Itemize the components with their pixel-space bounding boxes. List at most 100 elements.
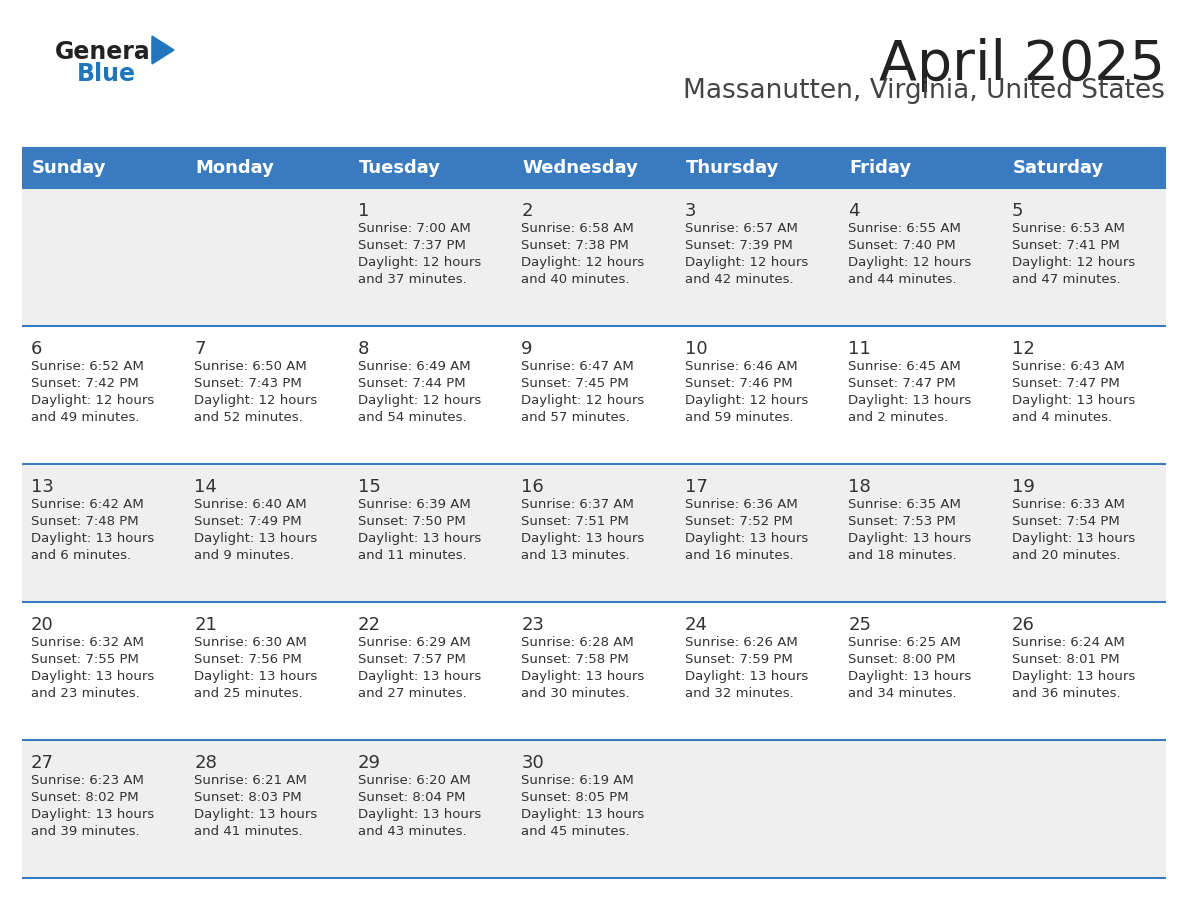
Text: 3: 3 <box>684 202 696 220</box>
Text: and 43 minutes.: and 43 minutes. <box>358 825 467 838</box>
Text: and 47 minutes.: and 47 minutes. <box>1011 273 1120 286</box>
Bar <box>23 148 1165 188</box>
Text: and 13 minutes.: and 13 minutes. <box>522 549 630 562</box>
Bar <box>23 740 1165 878</box>
Text: April 2025: April 2025 <box>879 38 1165 92</box>
Text: Sunday: Sunday <box>32 159 107 177</box>
Text: Sunrise: 6:19 AM: Sunrise: 6:19 AM <box>522 774 634 787</box>
Text: Daylight: 13 hours: Daylight: 13 hours <box>522 532 645 545</box>
Text: Sunset: 7:41 PM: Sunset: 7:41 PM <box>1011 239 1119 252</box>
Text: 19: 19 <box>1011 478 1035 496</box>
Text: Daylight: 12 hours: Daylight: 12 hours <box>1011 256 1135 269</box>
Text: Sunset: 7:51 PM: Sunset: 7:51 PM <box>522 515 630 528</box>
Text: 16: 16 <box>522 478 544 496</box>
Text: Sunrise: 6:45 AM: Sunrise: 6:45 AM <box>848 360 961 373</box>
Text: Daylight: 13 hours: Daylight: 13 hours <box>195 808 317 821</box>
Text: Friday: Friday <box>849 159 911 177</box>
Text: and 45 minutes.: and 45 minutes. <box>522 825 630 838</box>
Text: Daylight: 13 hours: Daylight: 13 hours <box>1011 532 1135 545</box>
Text: Sunrise: 6:26 AM: Sunrise: 6:26 AM <box>684 636 797 649</box>
Text: 1: 1 <box>358 202 369 220</box>
Text: Sunset: 7:53 PM: Sunset: 7:53 PM <box>848 515 956 528</box>
Text: Sunset: 7:44 PM: Sunset: 7:44 PM <box>358 377 466 390</box>
Text: Sunset: 7:47 PM: Sunset: 7:47 PM <box>1011 377 1119 390</box>
Text: Sunrise: 6:24 AM: Sunrise: 6:24 AM <box>1011 636 1124 649</box>
Text: 28: 28 <box>195 754 217 772</box>
Text: and 39 minutes.: and 39 minutes. <box>31 825 140 838</box>
Text: Daylight: 12 hours: Daylight: 12 hours <box>31 394 154 407</box>
Text: and 42 minutes.: and 42 minutes. <box>684 273 794 286</box>
Text: Daylight: 12 hours: Daylight: 12 hours <box>522 394 645 407</box>
Text: Sunrise: 6:29 AM: Sunrise: 6:29 AM <box>358 636 470 649</box>
Text: Daylight: 12 hours: Daylight: 12 hours <box>358 256 481 269</box>
Text: Sunrise: 6:23 AM: Sunrise: 6:23 AM <box>31 774 144 787</box>
Text: and 32 minutes.: and 32 minutes. <box>684 687 794 700</box>
Text: Sunset: 7:45 PM: Sunset: 7:45 PM <box>522 377 628 390</box>
Text: Sunset: 7:50 PM: Sunset: 7:50 PM <box>358 515 466 528</box>
Text: 21: 21 <box>195 616 217 634</box>
Text: Sunrise: 6:37 AM: Sunrise: 6:37 AM <box>522 498 634 511</box>
Text: Daylight: 13 hours: Daylight: 13 hours <box>848 532 972 545</box>
Text: 2: 2 <box>522 202 532 220</box>
Text: Daylight: 13 hours: Daylight: 13 hours <box>684 532 808 545</box>
Text: Sunrise: 6:43 AM: Sunrise: 6:43 AM <box>1011 360 1124 373</box>
Text: Sunrise: 6:33 AM: Sunrise: 6:33 AM <box>1011 498 1125 511</box>
Text: Sunrise: 6:25 AM: Sunrise: 6:25 AM <box>848 636 961 649</box>
Text: and 23 minutes.: and 23 minutes. <box>31 687 140 700</box>
Text: Daylight: 13 hours: Daylight: 13 hours <box>684 670 808 683</box>
Text: Massanutten, Virginia, United States: Massanutten, Virginia, United States <box>683 78 1165 104</box>
Text: Sunset: 7:39 PM: Sunset: 7:39 PM <box>684 239 792 252</box>
Text: and 27 minutes.: and 27 minutes. <box>358 687 467 700</box>
Text: Sunrise: 6:28 AM: Sunrise: 6:28 AM <box>522 636 634 649</box>
Text: Sunrise: 6:42 AM: Sunrise: 6:42 AM <box>31 498 144 511</box>
Text: Daylight: 13 hours: Daylight: 13 hours <box>195 670 317 683</box>
Text: Saturday: Saturday <box>1012 159 1104 177</box>
Text: 26: 26 <box>1011 616 1035 634</box>
Text: Wednesday: Wednesday <box>523 159 638 177</box>
Text: Sunrise: 6:47 AM: Sunrise: 6:47 AM <box>522 360 634 373</box>
Text: Sunset: 7:48 PM: Sunset: 7:48 PM <box>31 515 139 528</box>
Text: Sunrise: 6:52 AM: Sunrise: 6:52 AM <box>31 360 144 373</box>
Text: Sunrise: 6:35 AM: Sunrise: 6:35 AM <box>848 498 961 511</box>
Text: Sunrise: 6:57 AM: Sunrise: 6:57 AM <box>684 222 797 235</box>
Text: 5: 5 <box>1011 202 1023 220</box>
Text: Daylight: 12 hours: Daylight: 12 hours <box>848 256 972 269</box>
Bar <box>23 464 1165 602</box>
Text: Daylight: 13 hours: Daylight: 13 hours <box>31 670 154 683</box>
Text: Sunset: 7:43 PM: Sunset: 7:43 PM <box>195 377 302 390</box>
Text: and 49 minutes.: and 49 minutes. <box>31 411 139 424</box>
Text: Sunset: 7:37 PM: Sunset: 7:37 PM <box>358 239 466 252</box>
Text: 4: 4 <box>848 202 860 220</box>
Text: Sunset: 7:47 PM: Sunset: 7:47 PM <box>848 377 956 390</box>
Text: and 52 minutes.: and 52 minutes. <box>195 411 303 424</box>
Text: Daylight: 13 hours: Daylight: 13 hours <box>848 670 972 683</box>
Text: Sunset: 7:40 PM: Sunset: 7:40 PM <box>848 239 956 252</box>
Text: Tuesday: Tuesday <box>359 159 441 177</box>
Text: Sunrise: 6:21 AM: Sunrise: 6:21 AM <box>195 774 308 787</box>
Text: Sunset: 8:00 PM: Sunset: 8:00 PM <box>848 653 955 666</box>
Text: Sunset: 8:05 PM: Sunset: 8:05 PM <box>522 791 628 804</box>
Text: Daylight: 12 hours: Daylight: 12 hours <box>195 394 317 407</box>
Text: and 9 minutes.: and 9 minutes. <box>195 549 295 562</box>
Text: Daylight: 12 hours: Daylight: 12 hours <box>684 256 808 269</box>
Text: Sunrise: 6:49 AM: Sunrise: 6:49 AM <box>358 360 470 373</box>
Text: and 41 minutes.: and 41 minutes. <box>195 825 303 838</box>
Text: 29: 29 <box>358 754 381 772</box>
Polygon shape <box>152 36 173 64</box>
Text: 7: 7 <box>195 340 206 358</box>
Text: Daylight: 13 hours: Daylight: 13 hours <box>522 808 645 821</box>
Text: 23: 23 <box>522 616 544 634</box>
Text: Sunset: 8:01 PM: Sunset: 8:01 PM <box>1011 653 1119 666</box>
Text: Blue: Blue <box>77 62 135 86</box>
Text: Sunrise: 6:36 AM: Sunrise: 6:36 AM <box>684 498 797 511</box>
Text: 15: 15 <box>358 478 380 496</box>
Text: 12: 12 <box>1011 340 1035 358</box>
Text: Sunset: 7:55 PM: Sunset: 7:55 PM <box>31 653 139 666</box>
Text: 24: 24 <box>684 616 708 634</box>
Text: 27: 27 <box>31 754 53 772</box>
Text: Sunrise: 6:46 AM: Sunrise: 6:46 AM <box>684 360 797 373</box>
Text: and 4 minutes.: and 4 minutes. <box>1011 411 1112 424</box>
Text: 14: 14 <box>195 478 217 496</box>
Text: General: General <box>55 40 159 64</box>
Text: Daylight: 13 hours: Daylight: 13 hours <box>848 394 972 407</box>
